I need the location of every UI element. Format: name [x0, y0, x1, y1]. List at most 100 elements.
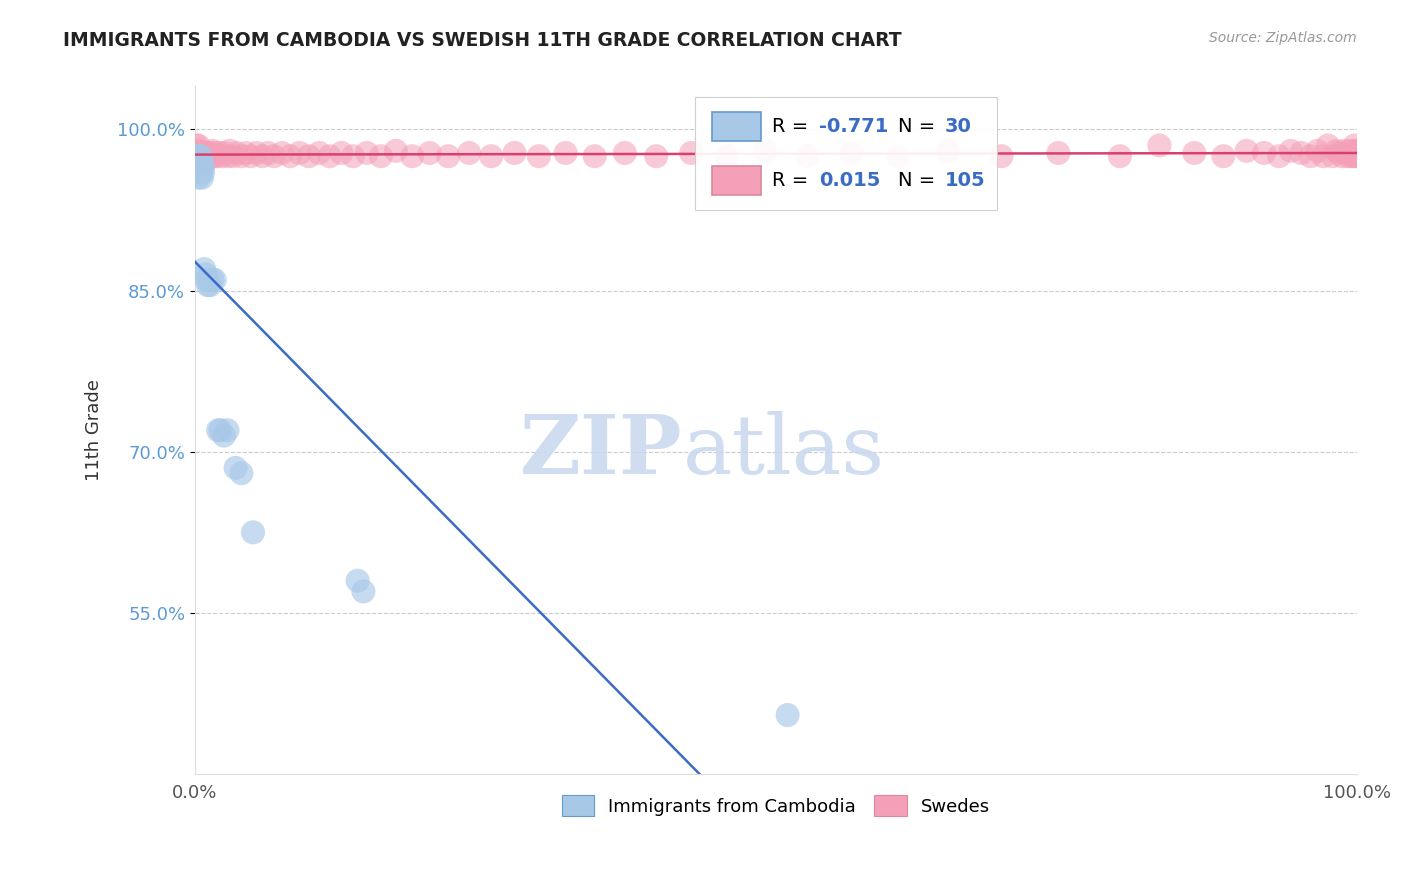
Point [201, 273, 224, 287]
Point [186, 149, 208, 163]
Point [190, 165, 212, 179]
Point [207, 423, 229, 437]
Point [198, 149, 221, 163]
Point [191, 170, 214, 185]
Text: 105: 105 [945, 170, 986, 190]
Point [194, 146, 217, 161]
Point [252, 149, 274, 163]
Point [184, 149, 207, 163]
Point [1337, 144, 1360, 158]
Point [190, 149, 212, 163]
Text: N =: N = [898, 117, 942, 136]
Text: -0.771: -0.771 [818, 117, 889, 136]
Point [796, 149, 818, 163]
Point [990, 149, 1012, 163]
Point [613, 146, 636, 161]
Point [308, 146, 330, 161]
Point [217, 423, 239, 437]
Point [419, 146, 441, 161]
Point [231, 467, 253, 481]
Point [716, 149, 738, 163]
Point [190, 149, 212, 163]
Point [200, 149, 222, 163]
Point [197, 278, 219, 293]
Point [186, 154, 208, 169]
Y-axis label: 11th Grade: 11th Grade [86, 379, 103, 481]
Point [188, 144, 211, 158]
Point [1109, 149, 1132, 163]
Point [211, 149, 233, 163]
Text: R =: R = [772, 170, 815, 190]
FancyBboxPatch shape [711, 166, 761, 194]
Point [191, 149, 214, 163]
Point [1343, 138, 1365, 153]
Point [1299, 149, 1322, 163]
Point [201, 144, 224, 158]
Point [342, 149, 364, 163]
Point [186, 144, 208, 158]
Point [1236, 144, 1258, 158]
Point [437, 149, 460, 163]
Point [195, 149, 218, 163]
Point [204, 146, 226, 161]
Point [1306, 144, 1329, 158]
Point [1330, 149, 1353, 163]
Point [288, 146, 311, 161]
Point [1253, 146, 1275, 161]
Text: 30: 30 [945, 117, 972, 136]
Point [887, 149, 910, 163]
Point [346, 574, 368, 588]
Point [208, 146, 231, 161]
Point [188, 154, 211, 169]
Point [1344, 146, 1367, 161]
Point [188, 165, 211, 179]
Point [194, 268, 217, 282]
Point [385, 144, 408, 158]
Point [257, 146, 280, 161]
Point [841, 146, 863, 161]
Text: ZIP: ZIP [520, 411, 683, 491]
FancyBboxPatch shape [695, 96, 997, 211]
Point [198, 278, 221, 293]
Text: 0.015: 0.015 [818, 170, 880, 190]
Point [1289, 146, 1312, 161]
Point [191, 146, 214, 161]
Point [184, 138, 207, 153]
Point [1182, 146, 1205, 161]
Point [298, 149, 321, 163]
Point [188, 149, 211, 163]
Point [1047, 146, 1070, 161]
Point [191, 153, 214, 167]
Point [263, 149, 285, 163]
Point [204, 273, 226, 287]
Point [198, 146, 221, 161]
Point [1344, 149, 1367, 163]
Point [1327, 146, 1350, 161]
Point [479, 149, 502, 163]
Point [1322, 149, 1344, 163]
Point [197, 146, 219, 161]
Point [1336, 146, 1358, 161]
Point [1324, 144, 1347, 158]
Point [195, 273, 218, 287]
Point [202, 149, 225, 163]
Point [330, 146, 353, 161]
Point [1346, 149, 1368, 163]
Point [1344, 144, 1367, 158]
Point [1333, 144, 1355, 158]
Point [271, 146, 294, 161]
Text: Source: ZipAtlas.com: Source: ZipAtlas.com [1209, 31, 1357, 45]
Point [1268, 149, 1291, 163]
Point [1312, 149, 1334, 163]
Point [458, 146, 481, 161]
Point [1343, 146, 1365, 161]
Point [1343, 146, 1365, 161]
Point [190, 146, 212, 161]
Point [209, 423, 232, 437]
Point [205, 149, 228, 163]
Point [222, 149, 245, 163]
Text: R =: R = [772, 117, 815, 136]
FancyBboxPatch shape [711, 112, 761, 141]
Point [217, 149, 239, 163]
Point [1339, 146, 1361, 161]
